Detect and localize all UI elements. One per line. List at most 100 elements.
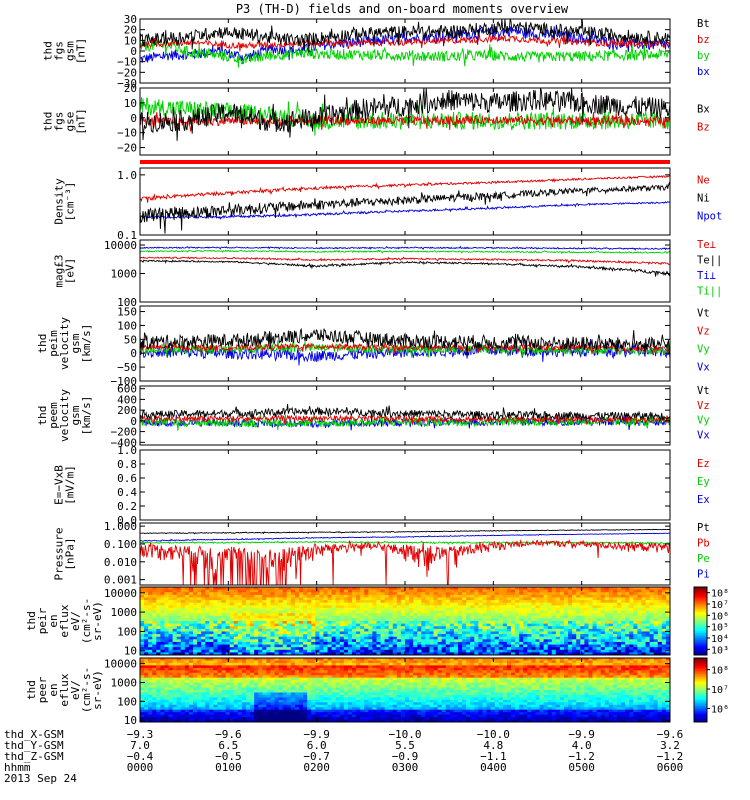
heatmap-cell xyxy=(621,587,626,591)
heatmap-cell xyxy=(274,702,280,706)
heatmap-cell xyxy=(184,707,190,711)
heatmap-cell xyxy=(229,605,235,609)
heatmap-cell xyxy=(311,712,316,716)
heatmap-cell xyxy=(258,589,263,593)
legend-item: by xyxy=(697,50,710,62)
heatmap-cell xyxy=(193,621,198,625)
heatmap-cell xyxy=(201,628,206,632)
heatmap-cell xyxy=(201,694,206,698)
heatmap-cell xyxy=(580,621,585,625)
heatmap-cell xyxy=(596,602,602,606)
heatmap-cell xyxy=(180,600,186,604)
heatmap-cell xyxy=(213,697,218,701)
heatmap-cell xyxy=(205,699,210,703)
heatmap-cell xyxy=(250,667,255,671)
heatmap-cell xyxy=(250,682,255,686)
heatmap-cell xyxy=(168,692,174,696)
heatmap-cell xyxy=(221,592,227,596)
heatmap-cell xyxy=(188,615,194,619)
heatmap-cell xyxy=(568,605,573,609)
heatmap-cell xyxy=(323,692,328,696)
heatmap-cell xyxy=(486,594,492,598)
heatmap-cell xyxy=(140,618,145,622)
heatmap-cell xyxy=(547,631,553,635)
heatmap-cell xyxy=(205,621,210,625)
heatmap-cell xyxy=(299,658,304,661)
heatmap-cell xyxy=(653,628,659,632)
heatmap-cell xyxy=(511,644,516,648)
heatmap-cell xyxy=(270,719,275,723)
heatmap-cell xyxy=(286,672,292,676)
heatmap-cell xyxy=(396,607,402,611)
heatmap-cell xyxy=(596,597,602,601)
heatmap-cell xyxy=(221,641,227,645)
heatmap-cell xyxy=(645,621,651,625)
heatmap-cell xyxy=(294,631,300,635)
heatmap-cell xyxy=(649,628,655,632)
heatmap-cell xyxy=(437,623,443,627)
heatmap-cell xyxy=(164,644,169,648)
heatmap-cell xyxy=(213,658,218,661)
heatmap-cell xyxy=(449,639,455,643)
heatmap-cell xyxy=(290,613,296,617)
heatmap-cell xyxy=(213,682,218,686)
heatmap-cell xyxy=(286,605,292,609)
heatmap-cell xyxy=(319,615,324,619)
heatmap-cell xyxy=(339,626,345,630)
heatmap-cell xyxy=(396,615,402,619)
heatmap-cell xyxy=(262,615,267,619)
heatmap-cell xyxy=(294,597,300,601)
heatmap-cell xyxy=(164,675,169,679)
heatmap-cell xyxy=(176,628,182,632)
heatmap-cell xyxy=(282,589,288,593)
heatmap-cell xyxy=(278,685,284,688)
heatmap-cell xyxy=(254,636,259,640)
heatmap-cell xyxy=(433,600,439,604)
heatmap-cell xyxy=(405,615,410,619)
y-tick-label: 150 xyxy=(117,306,137,319)
heatmap-cell xyxy=(241,717,247,720)
heatmap-cell xyxy=(449,587,455,591)
heatmap-cell xyxy=(405,605,410,609)
heatmap-cell xyxy=(180,719,186,723)
heatmap-cell xyxy=(625,644,630,648)
heatmap-cell xyxy=(519,649,524,653)
heatmap-cell xyxy=(152,594,157,598)
heatmap-cell xyxy=(164,623,169,627)
heatmap-cell xyxy=(327,649,333,653)
heatmap-cell xyxy=(286,680,292,684)
heatmap-cell xyxy=(368,634,373,638)
heatmap-cell xyxy=(278,644,284,648)
heatmap-cell xyxy=(205,670,210,674)
heatmap-cell xyxy=(572,618,577,622)
heatmap-cell xyxy=(246,685,251,688)
heatmap-cell xyxy=(364,610,369,614)
heatmap-cell xyxy=(429,649,434,653)
heatmap-cell xyxy=(523,626,528,630)
heatmap-cell xyxy=(486,615,492,619)
heatmap-cell xyxy=(168,634,174,638)
heatmap-cell xyxy=(462,594,467,598)
heatmap-cell xyxy=(612,626,618,630)
heatmap-cell xyxy=(217,621,222,625)
heatmap-cell xyxy=(144,709,149,713)
heatmap-cell xyxy=(197,704,202,708)
heatmap-cell xyxy=(413,615,418,619)
heatmap-cell xyxy=(160,672,165,676)
heatmap-cell xyxy=(388,634,394,638)
heatmap-cell xyxy=(413,623,418,627)
heatmap-cell xyxy=(254,667,259,671)
heatmap-cell xyxy=(217,631,222,635)
heatmap-cell xyxy=(494,615,500,619)
heatmap-cell xyxy=(527,644,532,648)
heatmap-cell xyxy=(201,621,206,625)
heatmap-cell xyxy=(523,615,528,619)
heatmap-cell xyxy=(188,680,194,684)
heatmap-cell xyxy=(266,610,271,614)
heatmap-cell xyxy=(193,697,198,701)
heatmap-cell xyxy=(360,602,365,606)
heatmap-cell xyxy=(237,644,243,648)
heatmap-cell xyxy=(360,641,365,645)
heatmap-cell xyxy=(441,626,447,630)
